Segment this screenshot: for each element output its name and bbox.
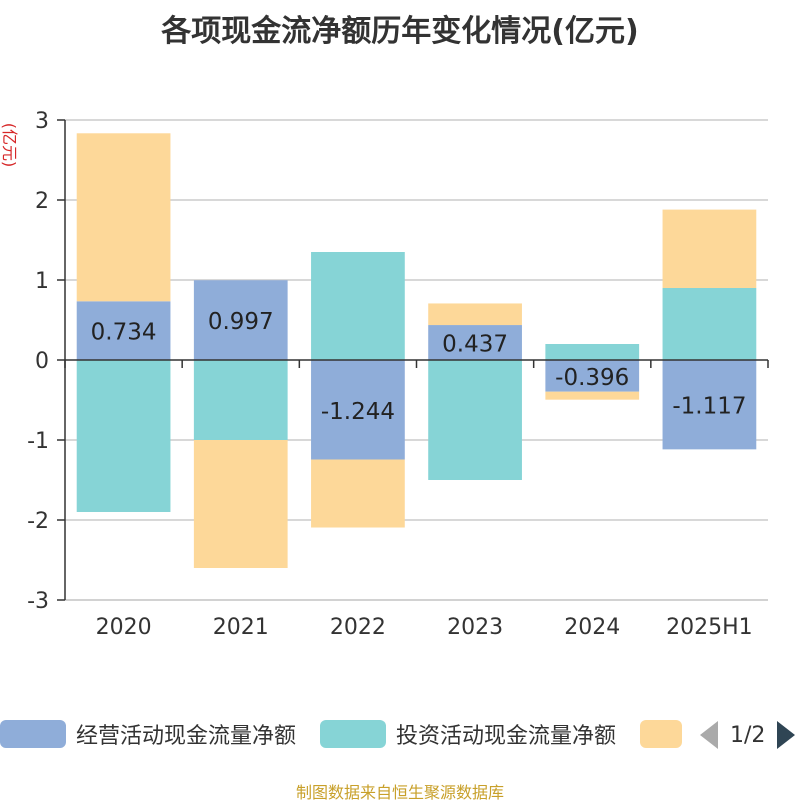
bar-2024-s1 bbox=[545, 344, 640, 360]
legend-pager: 1/2 bbox=[700, 720, 796, 750]
legend-label-operating: 经营活动现金流量净额 bbox=[76, 724, 297, 749]
bar-2023-s0 bbox=[428, 325, 522, 360]
bar-2021-s0 bbox=[193, 280, 288, 360]
x-tick-label-2020: 2020 bbox=[96, 615, 152, 640]
bar-2022-s1 bbox=[311, 252, 405, 360]
x-tick-label-2025H1: 2025H1 bbox=[666, 615, 753, 640]
x-tick-label-2022: 2022 bbox=[330, 615, 386, 640]
legend-swatch-operating bbox=[0, 720, 66, 748]
y-axis-title: (亿元) bbox=[0, 123, 19, 168]
y-tick-label: -1 bbox=[27, 429, 49, 454]
bar-2022-s2 bbox=[311, 459, 405, 528]
x-tick-label-2024: 2024 bbox=[564, 615, 620, 640]
data-label-2021: 0.997 bbox=[208, 309, 274, 335]
bar-2023-s2 bbox=[428, 303, 522, 326]
legend-prev-icon[interactable] bbox=[700, 721, 718, 749]
source-note: 制图数据来自恒生聚源数据库 bbox=[295, 783, 504, 802]
data-label-2022: -1.244 bbox=[321, 399, 395, 425]
bar-2020-s0 bbox=[76, 301, 171, 360]
legend-swatch-financing bbox=[640, 720, 682, 748]
bar-2020-s1 bbox=[76, 360, 171, 512]
bar-2021-s2 bbox=[193, 440, 288, 568]
bar-2025H1-s2 bbox=[662, 209, 757, 288]
legend-swatch-investing bbox=[320, 720, 386, 748]
bar-2020-s2 bbox=[76, 133, 171, 302]
data-label-2024: -0.396 bbox=[555, 365, 629, 391]
data-label-2025H1: -1.117 bbox=[672, 394, 746, 420]
legend-page-indicator: 1/2 bbox=[730, 722, 766, 748]
bar-2022-s0 bbox=[311, 360, 405, 460]
bar-2021-s1 bbox=[193, 360, 288, 440]
data-label-2023: 0.437 bbox=[442, 332, 508, 358]
chart-plot: 3 2 1 0 -1 -2 -3 (亿元) 0.734 0.997 -1.244 0.437 -0.39… bbox=[0, 109, 769, 640]
legend-item-investing[interactable]: 投资活动现金流量净额 bbox=[320, 714, 616, 754]
bar-2025H1-s1 bbox=[662, 288, 757, 360]
legend: 经营活动现金流量净额 投资活动现金流量净额 1/2 bbox=[0, 714, 800, 758]
legend-item-operating[interactable]: 经营活动现金流量净额 bbox=[0, 714, 296, 754]
legend-item-financing[interactable] bbox=[640, 714, 682, 754]
bar-2023-s1 bbox=[428, 360, 522, 480]
y-tick-label: 3 bbox=[35, 109, 49, 134]
data-label-2020: 0.734 bbox=[91, 320, 157, 346]
x-tick-label-2021: 2021 bbox=[213, 615, 269, 640]
y-tick-label: 1 bbox=[35, 269, 49, 294]
legend-next-icon[interactable] bbox=[777, 721, 796, 749]
y-tick-label: 0 bbox=[35, 349, 49, 374]
y-tick-label: -3 bbox=[27, 589, 49, 614]
chart-title: 各项现金流净额历年变化情况(亿元) bbox=[161, 14, 639, 49]
legend-label-investing: 投资活动现金流量净额 bbox=[396, 724, 617, 749]
bar-2024-s2 bbox=[545, 391, 640, 400]
x-tick-label-2023: 2023 bbox=[447, 615, 503, 640]
y-tick-label: 2 bbox=[35, 189, 49, 214]
bar-2024-s0 bbox=[545, 360, 640, 392]
y-tick-label: -2 bbox=[27, 509, 49, 534]
bar-2025H1-s0 bbox=[662, 360, 757, 450]
